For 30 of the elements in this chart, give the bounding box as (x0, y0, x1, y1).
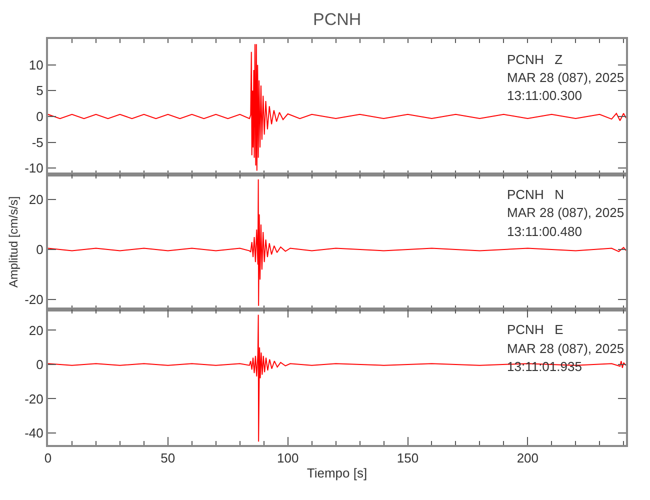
y-tick-label: -5 (32, 134, 44, 150)
y-tick-label: 10 (28, 57, 44, 72)
line-series (48, 44, 626, 172)
y-tick-label: 20 (28, 322, 44, 338)
y-tick-label: -10 (24, 160, 44, 176)
y-axis-title: Amplitud [cm/s/s] (6, 196, 20, 288)
chart-title: PCNH (313, 10, 362, 29)
annotation: MAR 28 (087), 2025 (507, 341, 624, 356)
annotation: MAR 28 (087), 2025 (507, 205, 624, 220)
y-tick-label: -20 (24, 391, 44, 406)
annotation: PCNH Z (507, 52, 563, 67)
x-tick-label: 100 (276, 450, 299, 466)
y-tick-label: 5 (36, 83, 44, 98)
x-tick-label: 200 (516, 450, 539, 466)
y-tick-label: 0 (36, 357, 44, 372)
y-tick-label: -40 (24, 426, 44, 441)
y-tick-label: -20 (24, 292, 44, 308)
x-axis-title: Tiempo [s] (306, 466, 368, 481)
x-tick-label: 50 (160, 450, 176, 466)
y-tick-label: 0 (36, 109, 44, 124)
y-tick-label: 0 (36, 242, 44, 258)
line-series (48, 314, 626, 442)
annotation: PCNH N (507, 187, 564, 202)
y-tick-label: 20 (28, 192, 44, 207)
x-tick-label: 150 (396, 450, 419, 466)
annotation: 13:11:00.480 (507, 224, 582, 239)
annotation: 13:11:00.300 (507, 88, 582, 103)
annotation: PCNH E (507, 322, 564, 337)
annotation: MAR 28 (087), 2025 (507, 70, 624, 85)
line-series (48, 178, 626, 306)
